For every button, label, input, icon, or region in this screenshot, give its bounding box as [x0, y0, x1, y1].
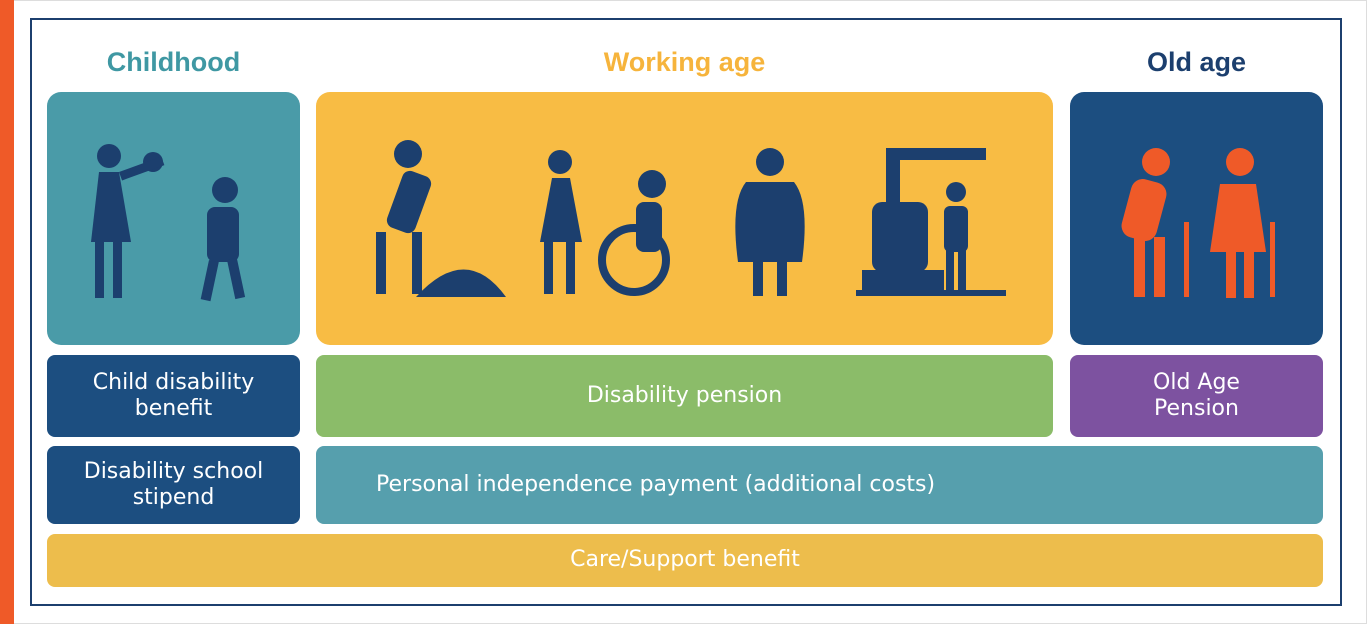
old-age-icon — [1121, 148, 1275, 298]
benefit-label: Personal independence payment (additiona… — [316, 446, 1323, 524]
childhood-icon — [91, 144, 246, 302]
old-age-panel — [1070, 92, 1323, 345]
benefit-label: Disability pension — [316, 355, 1053, 437]
stage-title: Childhood — [106, 47, 241, 77]
stage-title: Working age — [603, 47, 766, 77]
benefit-label: Child disability benefit — [47, 355, 300, 437]
working-age-panel — [316, 92, 1053, 345]
accent-stripe — [0, 0, 14, 624]
benefit-label: Disability school stipend — [47, 446, 300, 524]
benefit-label: Care/Support benefit — [47, 534, 1323, 587]
stage-title: Old age — [1146, 47, 1247, 77]
inner-border — [30, 18, 1342, 606]
working-age-icon — [376, 140, 1006, 297]
benefit-label: Old Age Pension — [1070, 355, 1323, 437]
childhood-panel — [47, 92, 300, 345]
